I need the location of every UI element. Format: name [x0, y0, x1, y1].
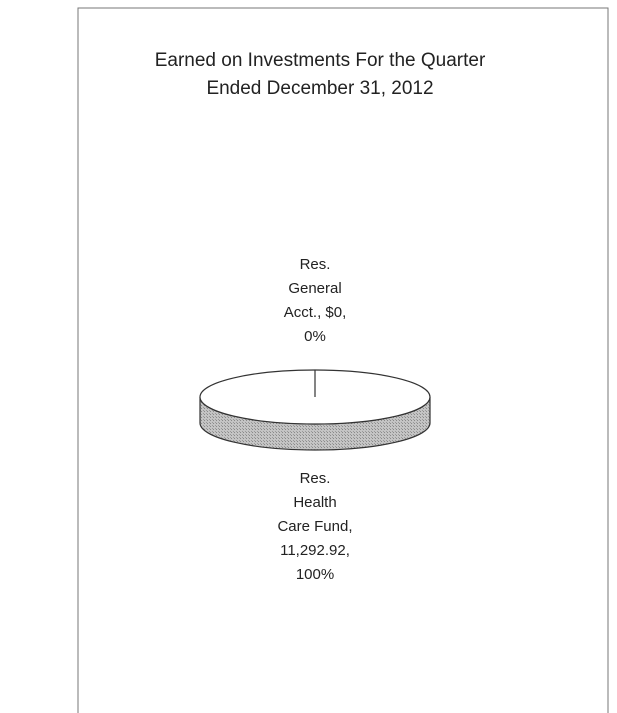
chart-title: Earned on Investments For the Quarter [155, 50, 486, 71]
frame [77, 7, 609, 713]
chart-title: Ended December 31, 2012 [206, 78, 433, 99]
data-label: Res. Health Care Fund, 11,292.92, 100% [277, 470, 353, 583]
data-label: Res. General Acct., $0, 0% [283, 256, 347, 345]
